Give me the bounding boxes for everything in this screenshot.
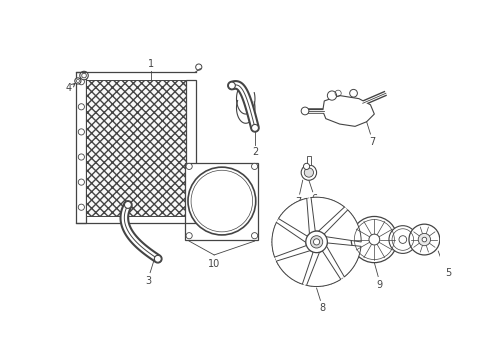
Circle shape — [301, 165, 317, 180]
Text: 4: 4 — [66, 83, 72, 93]
Circle shape — [188, 167, 256, 235]
Polygon shape — [311, 197, 344, 231]
Text: 6: 6 — [311, 194, 318, 204]
Circle shape — [311, 236, 323, 248]
Polygon shape — [324, 210, 361, 242]
Text: 7: 7 — [369, 137, 375, 147]
Circle shape — [422, 237, 427, 242]
Circle shape — [251, 233, 258, 239]
Circle shape — [228, 82, 235, 89]
Circle shape — [350, 89, 357, 97]
Text: 2: 2 — [253, 147, 259, 157]
Bar — [307, 156, 311, 165]
Circle shape — [301, 107, 309, 115]
Polygon shape — [323, 95, 374, 126]
Circle shape — [80, 71, 88, 80]
Text: 5: 5 — [445, 268, 451, 278]
Circle shape — [369, 234, 380, 245]
Circle shape — [186, 233, 192, 239]
Polygon shape — [276, 251, 313, 284]
Circle shape — [75, 78, 81, 84]
Polygon shape — [307, 251, 341, 287]
Bar — [76, 72, 86, 222]
Circle shape — [306, 231, 327, 253]
Circle shape — [186, 163, 192, 170]
Text: 8: 8 — [319, 303, 325, 314]
Circle shape — [124, 202, 131, 208]
Text: 1: 1 — [148, 59, 154, 69]
Bar — [187, 80, 196, 216]
Polygon shape — [278, 198, 310, 236]
Text: 10: 10 — [208, 259, 220, 269]
Polygon shape — [272, 222, 306, 257]
Circle shape — [327, 91, 337, 100]
Circle shape — [351, 216, 397, 263]
Circle shape — [418, 233, 431, 246]
Circle shape — [303, 163, 310, 170]
Circle shape — [314, 239, 319, 245]
Polygon shape — [326, 243, 361, 277]
Circle shape — [304, 168, 314, 177]
Text: 7: 7 — [295, 197, 301, 207]
Circle shape — [409, 224, 440, 255]
Circle shape — [251, 125, 258, 131]
Bar — [86, 80, 187, 216]
Circle shape — [389, 226, 416, 253]
Bar — [185, 163, 258, 239]
Circle shape — [251, 163, 258, 170]
Text: 9: 9 — [377, 280, 383, 289]
Circle shape — [154, 255, 161, 262]
Circle shape — [399, 236, 407, 243]
Text: 3: 3 — [146, 276, 151, 286]
